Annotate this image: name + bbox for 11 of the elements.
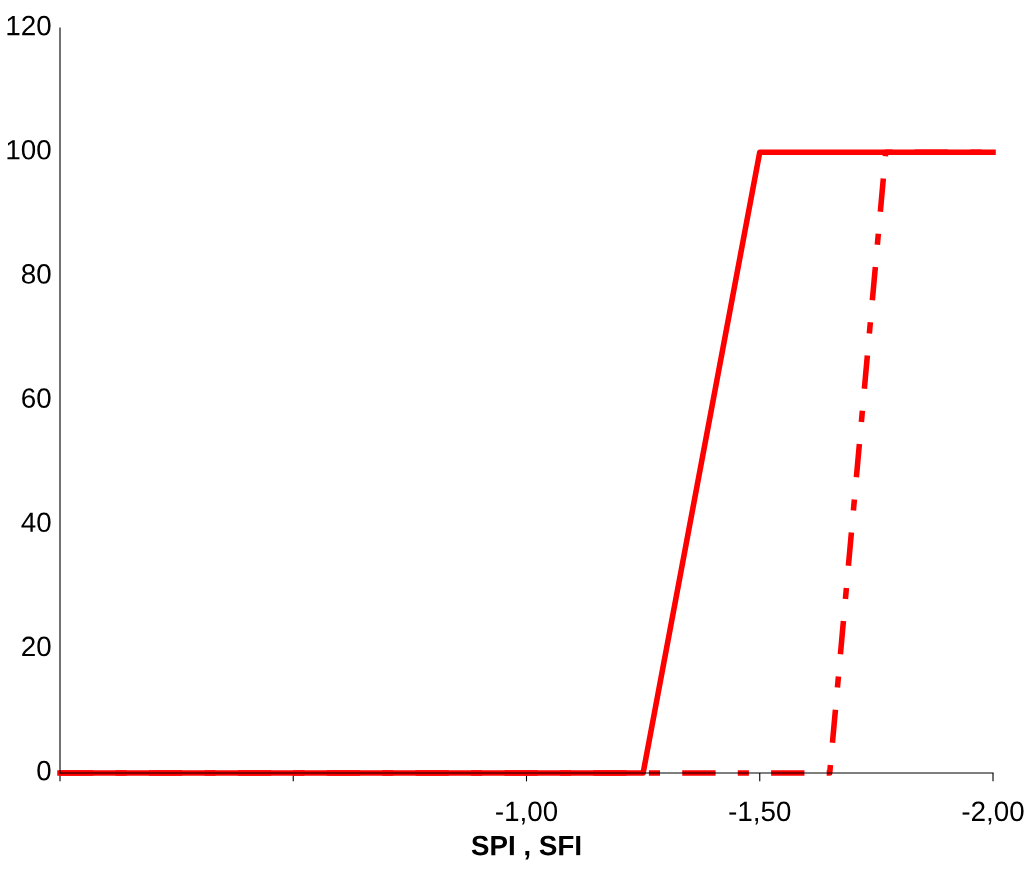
x-tick-label: -2,00 <box>962 801 1024 825</box>
y-tick-label: 0 <box>37 760 51 781</box>
y-tick-label: 20 <box>22 636 51 657</box>
x-axis-title: SPI , SFI <box>471 835 581 860</box>
y-tick-label: 120 <box>7 15 51 36</box>
x-tick-label: -1,50 <box>729 801 791 825</box>
y-tick-label: 80 <box>21 264 51 284</box>
y-tick-label: 60 <box>22 388 51 408</box>
y-tick-label: 40 <box>21 512 51 533</box>
x-tick-label: -1,00 <box>496 801 558 825</box>
y-tick-label: 100 <box>7 139 51 160</box>
